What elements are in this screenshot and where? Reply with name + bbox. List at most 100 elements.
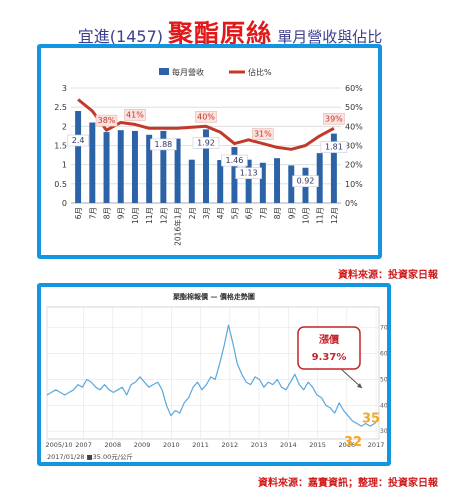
y-right-tick: 10% (345, 180, 363, 189)
line-label-box (195, 111, 217, 123)
line-label-box (252, 128, 274, 140)
chart-title: 宜進(1457) 聚酯原絲 單月營收與佔比 (0, 14, 460, 50)
x-tick-label: 8月 (103, 207, 112, 219)
x-tick-label: 10月 (301, 207, 310, 224)
x-tick-label: 2016年1月 (173, 207, 183, 246)
line-value-label: 39% (325, 114, 343, 123)
revenue-bar (217, 160, 224, 203)
title-company: 宜進(1457) (77, 27, 163, 46)
price-y-tick: 40 (380, 402, 387, 409)
revenue-bar (103, 132, 110, 203)
bar-value-label: 1.46 (226, 156, 244, 165)
price-x-tick: 2008 (105, 441, 122, 449)
x-tick-label: 6月 (74, 207, 83, 219)
source-top: 資料來源：投資家日報 (338, 270, 438, 281)
line-value-label: 40% (197, 112, 215, 121)
revenue-bar (245, 159, 252, 203)
y-right-tick: 20% (345, 161, 363, 170)
y-left-tick: 2.5 (54, 103, 67, 112)
bar-label-box (235, 167, 262, 179)
revenue-bar (188, 159, 195, 203)
x-tick-label: 7月 (259, 207, 268, 219)
revenue-bar (288, 165, 295, 203)
bar-value-label: 1.88 (154, 140, 172, 149)
x-tick-label: 3月 (202, 207, 211, 219)
y-right-tick: 30% (345, 142, 363, 151)
price-x-tick: 2009 (134, 441, 151, 449)
price-x-tick: 2013 (251, 441, 268, 449)
legend-label-line: 佔比% (248, 67, 272, 77)
revenue-bar (316, 153, 323, 203)
price-label-current: 35 (362, 411, 380, 426)
x-tick-label: 5月 (230, 207, 239, 219)
revenue-bar (330, 133, 337, 203)
revenue-bar (89, 122, 96, 203)
revenue-bar (203, 129, 209, 203)
revenue-chart: 每月營收 佔比%00.511.522.530%10%20%30%40%50%60%… (54, 67, 363, 246)
revenue-bar (259, 162, 266, 203)
callout-arrowhead (357, 383, 362, 388)
x-tick-label: 12月 (330, 207, 339, 224)
callout-label: 漲價 (319, 333, 340, 346)
x-tick-label: 12月 (159, 207, 168, 224)
y-left-tick: 3 (62, 84, 67, 93)
y-right-tick: 60% (345, 84, 363, 93)
revenue-bar (274, 158, 281, 203)
price-y-tick: 70 (380, 325, 387, 332)
y-left-tick: 1.5 (54, 142, 67, 151)
bar-value-label: 2.4 (72, 136, 85, 145)
y-right-tick: 40% (345, 122, 363, 131)
bar-value-label: 1.13 (240, 169, 258, 178)
price-x-tick: 2015 (309, 441, 326, 449)
price-line (46, 324, 380, 427)
revenue-bar (146, 134, 153, 203)
price-x-tick: 2011 (192, 441, 209, 449)
revenue-bar (174, 138, 181, 203)
bar-label-box (67, 134, 89, 147)
price-chart-title: 聚酯棉報價 — 價格走勢圖 (172, 292, 255, 301)
share-line (77, 98, 335, 151)
price-x-tick: 2010 (163, 441, 180, 449)
bar-label-box (292, 175, 319, 188)
revenue-chart-panel: 每月營收 佔比% 0 0.5 1 1.5 2 2.5 3 0% 10% 20% 30% 40% 50% 60%… (37, 44, 382, 259)
title-subtitle: 單月營收與佔比 (277, 28, 383, 46)
x-tick-label: 2月 (188, 207, 197, 219)
callout-value: 9.37% (312, 352, 347, 363)
source-bottom: 資料來源：嘉實資訊；整理：投資家日報 (258, 478, 438, 489)
legend-swatch-bar (159, 68, 169, 75)
revenue-bar (160, 130, 167, 203)
price-chart: 聚酯棉報價 — 價格走勢圖 2005/10 2007 2008 2009 2010 2011… (41, 287, 387, 462)
y-left-tick: 0.5 (54, 180, 67, 189)
y-left-tick: 1 (62, 161, 67, 170)
bar-label-box (221, 154, 248, 167)
price-x-tick: 2007 (75, 441, 92, 449)
x-tick-label: 6月 (245, 207, 254, 219)
y-right-tick: 50% (345, 103, 363, 112)
x-tick-label: 9月 (117, 207, 126, 219)
y-right-tick: 0% (345, 199, 358, 208)
price-x-tick: 2012 (222, 441, 239, 449)
legend: 每月營收 佔比% (159, 67, 272, 77)
legend-label-bar: 每月營收 (172, 67, 204, 77)
price-x-tick: 2005/10 (45, 441, 72, 449)
title-product: 聚酯原絲 (168, 19, 273, 48)
price-y-tick: 30 (380, 428, 387, 435)
x-tick-label: 4月 (216, 207, 225, 219)
price-x-tick: 2017 (368, 441, 385, 449)
line-label-box (95, 114, 118, 127)
bar-value-label: 1.92 (197, 138, 215, 147)
line-value-label: 38% (98, 116, 116, 125)
y-left-tick: 2 (62, 122, 67, 131)
x-tick-label: 9月 (287, 207, 296, 219)
price-chart-footer: 2017/01/28 ■35.00元/公斤 (47, 452, 133, 461)
price-callout: 漲價 9.37% (297, 326, 361, 370)
x-tick-label: 11月 (316, 207, 325, 224)
revenue-bar (231, 147, 238, 203)
revenue-bar (117, 130, 124, 203)
price-chart-panel: 聚酯棉報價 — 價格走勢圖 2005/10 2007 2008 2009 2010 2011… (37, 283, 391, 466)
x-tick-label: 10月 (131, 207, 140, 224)
bar-value-label: 0.92 (297, 177, 315, 186)
revenue-bar (131, 130, 138, 203)
callout-arrow (340, 368, 363, 389)
line-label-box (124, 109, 146, 121)
